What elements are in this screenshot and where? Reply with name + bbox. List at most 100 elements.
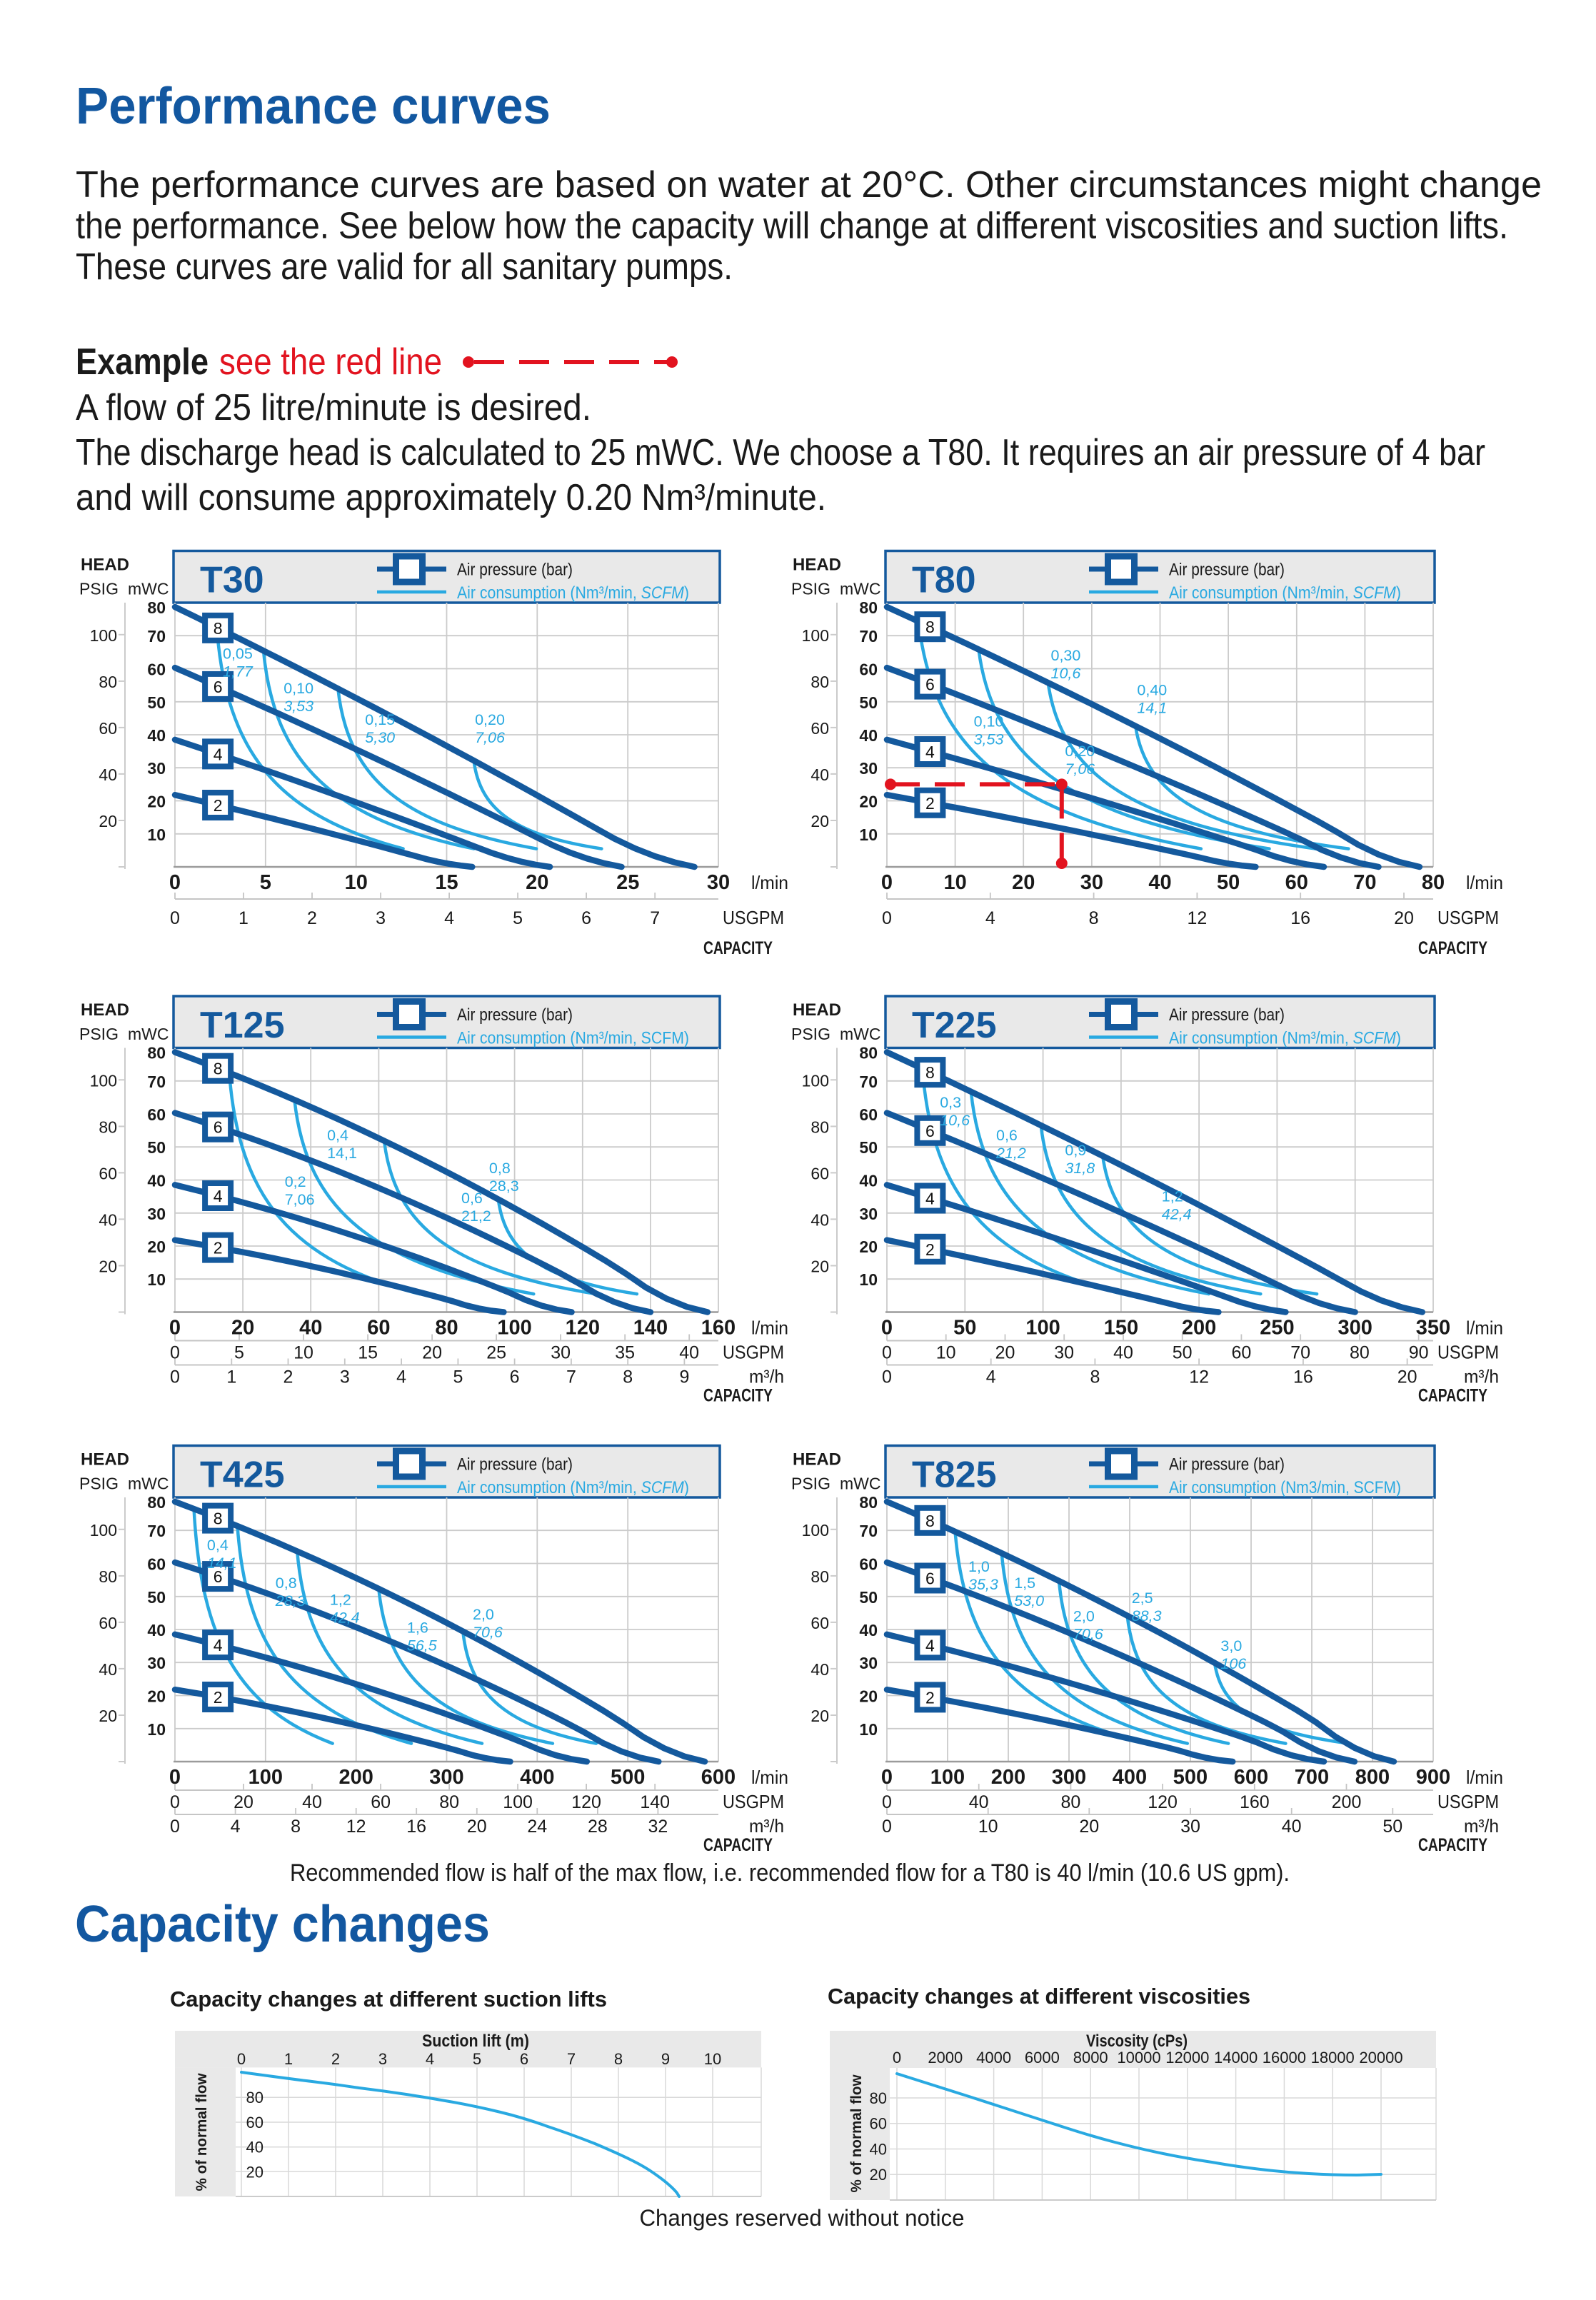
svg-text:60: 60 bbox=[859, 1105, 878, 1124]
svg-text:8: 8 bbox=[291, 1817, 301, 1837]
svg-text:mWC: mWC bbox=[128, 1475, 169, 1493]
svg-text:60: 60 bbox=[371, 1792, 391, 1812]
svg-text:20: 20 bbox=[422, 1343, 442, 1363]
svg-text:80: 80 bbox=[99, 1118, 117, 1136]
svg-text:100: 100 bbox=[930, 1766, 965, 1789]
svg-text:6: 6 bbox=[581, 908, 591, 928]
svg-text:20: 20 bbox=[810, 1257, 829, 1276]
svg-text:0: 0 bbox=[882, 1367, 892, 1387]
svg-text:0: 0 bbox=[882, 1817, 892, 1837]
svg-text:32: 32 bbox=[648, 1817, 668, 1837]
svg-text:6000: 6000 bbox=[1025, 2049, 1060, 2067]
svg-text:1,5: 1,5 bbox=[1014, 1575, 1035, 1592]
svg-text:Air consumption (Nm³/min, SCFM: Air consumption (Nm³/min, SCFM) bbox=[1169, 1029, 1401, 1048]
svg-text:2: 2 bbox=[214, 1239, 223, 1257]
svg-text:40: 40 bbox=[147, 1172, 166, 1190]
svg-text:50: 50 bbox=[1173, 1343, 1193, 1363]
svg-text:3: 3 bbox=[376, 908, 386, 928]
svg-text:0,9: 0,9 bbox=[1065, 1142, 1086, 1159]
svg-text:0,05: 0,05 bbox=[223, 646, 253, 663]
svg-text:0,15: 0,15 bbox=[365, 711, 395, 728]
svg-text:60: 60 bbox=[859, 661, 878, 679]
svg-text:4: 4 bbox=[214, 1187, 223, 1205]
svg-text:8: 8 bbox=[925, 618, 935, 636]
svg-text:0: 0 bbox=[170, 1792, 180, 1812]
svg-text:88,3: 88,3 bbox=[1132, 1607, 1162, 1624]
svg-text:3: 3 bbox=[378, 2050, 387, 2068]
svg-text:0,40: 0,40 bbox=[1137, 682, 1167, 699]
svg-text:10: 10 bbox=[859, 1270, 878, 1289]
svg-text:20: 20 bbox=[147, 1687, 166, 1706]
svg-text:mWC: mWC bbox=[840, 1475, 880, 1493]
svg-text:4: 4 bbox=[426, 2050, 434, 2068]
svg-text:60: 60 bbox=[147, 661, 166, 679]
svg-text:12000: 12000 bbox=[1165, 2049, 1209, 2067]
svg-text:PSIG: PSIG bbox=[791, 580, 830, 598]
svg-text:9: 9 bbox=[679, 1367, 689, 1387]
svg-text:0,6: 0,6 bbox=[461, 1190, 483, 1207]
svg-text:7: 7 bbox=[566, 1367, 576, 1387]
svg-text:60: 60 bbox=[1231, 1343, 1251, 1363]
svg-text:30: 30 bbox=[551, 1343, 571, 1363]
svg-text:100: 100 bbox=[802, 626, 829, 645]
svg-text:3,53: 3,53 bbox=[283, 698, 313, 715]
svg-text:20: 20 bbox=[1012, 871, 1035, 894]
svg-text:80: 80 bbox=[859, 598, 878, 617]
svg-text:300: 300 bbox=[429, 1766, 463, 1789]
svg-text:40: 40 bbox=[859, 726, 878, 745]
svg-text:PSIG: PSIG bbox=[791, 1475, 830, 1493]
svg-text:T225: T225 bbox=[912, 1005, 997, 1046]
svg-text:2: 2 bbox=[925, 1688, 935, 1707]
svg-text:10: 10 bbox=[859, 1720, 878, 1739]
svg-text:HEAD: HEAD bbox=[793, 1450, 841, 1470]
svg-text:Changes reserved without notic: Changes reserved without notice bbox=[640, 2205, 965, 2231]
svg-text:Air consumption (Nm3/min, SCFM: Air consumption (Nm3/min, SCFM) bbox=[1169, 1478, 1401, 1497]
svg-text:HEAD: HEAD bbox=[81, 1000, 129, 1020]
svg-text:60: 60 bbox=[147, 1555, 166, 1574]
svg-text:Air consumption (Nm³/min, SCFM: Air consumption (Nm³/min, SCFM) bbox=[457, 1029, 689, 1048]
svg-text:Air pressure (bar): Air pressure (bar) bbox=[1169, 1455, 1285, 1475]
svg-text:42,4: 42,4 bbox=[1162, 1206, 1192, 1223]
svg-text:90: 90 bbox=[1409, 1343, 1429, 1363]
svg-text:9: 9 bbox=[661, 2050, 670, 2068]
svg-text:PSIG: PSIG bbox=[79, 1025, 119, 1043]
svg-text:600: 600 bbox=[701, 1766, 736, 1789]
svg-text:120: 120 bbox=[566, 1317, 600, 1340]
svg-text:50: 50 bbox=[859, 1588, 878, 1607]
svg-text:25: 25 bbox=[616, 871, 639, 894]
svg-text:20: 20 bbox=[147, 1237, 166, 1256]
svg-text:4: 4 bbox=[396, 1367, 406, 1387]
svg-text:100: 100 bbox=[90, 1071, 117, 1090]
svg-text:20: 20 bbox=[526, 871, 548, 894]
svg-text:6: 6 bbox=[214, 1118, 223, 1137]
svg-text:70: 70 bbox=[147, 1073, 166, 1091]
svg-text:14,1: 14,1 bbox=[207, 1555, 237, 1572]
svg-text:40: 40 bbox=[99, 765, 117, 784]
svg-text:250: 250 bbox=[1260, 1317, 1294, 1340]
svg-text:53,0: 53,0 bbox=[1014, 1592, 1044, 1610]
svg-text:80: 80 bbox=[859, 1044, 878, 1063]
svg-text:100: 100 bbox=[90, 626, 117, 645]
svg-text:USGPM: USGPM bbox=[1437, 1791, 1499, 1812]
svg-text:10: 10 bbox=[345, 871, 368, 894]
svg-text:T425: T425 bbox=[200, 1455, 285, 1496]
svg-text:0: 0 bbox=[882, 908, 892, 928]
svg-text:14000: 14000 bbox=[1214, 2049, 1258, 2067]
svg-text:40: 40 bbox=[299, 1317, 322, 1340]
svg-text:see the red line: see the red line bbox=[219, 341, 442, 383]
svg-text:0,4: 0,4 bbox=[327, 1127, 348, 1144]
svg-text:40: 40 bbox=[147, 1621, 166, 1639]
svg-text:Air consumption (Nm³/min, SCFM: Air consumption (Nm³/min, SCFM) bbox=[1169, 583, 1401, 603]
svg-text:0: 0 bbox=[170, 908, 180, 928]
svg-text:100: 100 bbox=[503, 1792, 533, 1812]
svg-text:Air consumption (Nm³/min, SCFM: Air consumption (Nm³/min, SCFM) bbox=[457, 583, 689, 603]
svg-text:3,0: 3,0 bbox=[1220, 1637, 1242, 1654]
svg-text:80: 80 bbox=[1350, 1343, 1370, 1363]
svg-text:20000: 20000 bbox=[1359, 2049, 1402, 2067]
svg-text:1,6: 1,6 bbox=[407, 1619, 428, 1637]
svg-text:140: 140 bbox=[640, 1792, 670, 1812]
svg-text:40: 40 bbox=[859, 1172, 878, 1190]
svg-text:100: 100 bbox=[802, 1521, 829, 1540]
svg-text:4: 4 bbox=[214, 1636, 223, 1654]
svg-text:700: 700 bbox=[1295, 1766, 1329, 1789]
